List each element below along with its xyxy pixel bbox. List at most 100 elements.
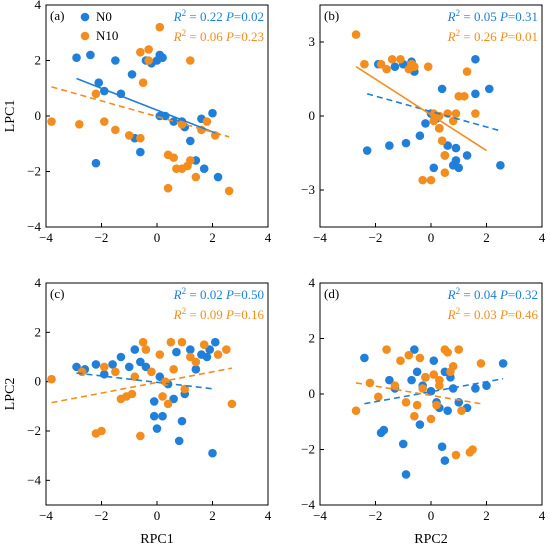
y-tick-label: 0	[309, 108, 316, 123]
point-n0	[429, 356, 439, 366]
point-n10	[440, 151, 450, 160]
panel-label: (a)	[50, 8, 64, 23]
point-n0	[136, 147, 145, 157]
legend-marker-n0	[80, 12, 90, 22]
point-n10	[47, 374, 56, 384]
point-n10	[435, 124, 444, 133]
legend-label-n0: N0	[96, 9, 112, 24]
point-n0	[158, 411, 167, 421]
y-tick-label: −3	[301, 182, 315, 197]
point-n10	[111, 125, 120, 135]
point-n0	[172, 347, 181, 357]
point-n0	[443, 406, 452, 415]
panel-label: (d)	[324, 286, 339, 301]
point-n10	[396, 54, 405, 64]
point-n0	[410, 345, 419, 354]
point-n0	[91, 158, 101, 168]
point-n0	[111, 56, 120, 65]
point-n10	[412, 400, 422, 410]
point-n10	[462, 67, 472, 76]
panel-b: −4 −2 0 2 4 −3 0 3 (b) R2 = 0.05 P=0.31 R2 = 0.26 …	[301, 4, 546, 245]
point-n0	[415, 131, 425, 141]
point-n10	[199, 340, 209, 349]
point-n10	[136, 431, 145, 441]
point-n10	[169, 365, 178, 374]
point-n10	[227, 399, 237, 409]
point-n0	[415, 420, 425, 429]
stat-n10: R2 = 0.06 P=0.23	[173, 28, 264, 44]
point-n10	[415, 353, 425, 363]
point-n10	[396, 356, 405, 366]
point-n10	[213, 350, 223, 359]
y-tick-label: 4	[35, 275, 42, 290]
stat-n0: R2 = 0.02 P=0.50	[173, 286, 264, 302]
point-n0	[421, 119, 430, 128]
fit-line-n0	[364, 377, 504, 405]
y-tick-label: 4	[309, 275, 316, 290]
x-tick-label: −4	[39, 508, 53, 523]
point-n0	[360, 353, 369, 363]
point-n10	[47, 117, 56, 126]
point-n0	[437, 442, 447, 452]
y-tick-label: 2	[35, 324, 42, 339]
point-n0	[186, 345, 195, 354]
x-tick-label: −2	[369, 230, 383, 245]
point-n0	[362, 146, 372, 155]
y-tick-label: 0	[309, 386, 316, 401]
point-n10	[421, 373, 430, 382]
point-n10	[158, 392, 167, 401]
point-n10	[77, 367, 87, 377]
point-n10	[476, 359, 486, 368]
point-n10	[222, 345, 231, 354]
point-n10	[163, 183, 173, 193]
point-n0	[471, 384, 480, 393]
point-n0	[202, 352, 212, 362]
point-n10	[124, 131, 134, 140]
panel-label: (b)	[324, 8, 339, 23]
point-n0	[191, 365, 201, 374]
point-n10	[382, 64, 391, 74]
point-n10	[460, 91, 469, 101]
x-tick-label: −2	[369, 508, 383, 523]
point-n0	[401, 138, 411, 148]
point-n10	[432, 400, 441, 410]
point-n0	[174, 436, 184, 446]
point-n0	[471, 54, 480, 64]
y-tick-label: −4	[27, 219, 41, 234]
stat-n10: R2 = 0.09 P=0.16	[173, 306, 265, 322]
point-n10	[418, 175, 427, 185]
point-n0	[429, 163, 439, 173]
point-n10	[127, 389, 137, 399]
point-n10	[136, 133, 145, 143]
y-tick-label: 0	[35, 374, 42, 389]
x-tick-label: 2	[483, 230, 490, 245]
point-n10	[443, 348, 452, 357]
point-n10	[410, 411, 419, 421]
point-n10	[410, 62, 419, 71]
point-n0	[72, 362, 81, 372]
x-tick-label: 4	[265, 508, 272, 523]
point-n10	[437, 136, 447, 145]
fit-line-n0	[76, 77, 219, 135]
point-n10	[387, 54, 397, 64]
point-n0	[379, 425, 389, 435]
stat-n0: R2 = 0.04 P=0.32	[447, 286, 538, 302]
point-n0	[454, 163, 464, 173]
y-tick-label: 2	[35, 53, 42, 68]
point-n0	[155, 372, 165, 382]
point-n10	[351, 406, 361, 415]
y-tick-label: −4	[301, 497, 315, 512]
y-tick-label: 2	[309, 331, 316, 346]
point-n10	[471, 109, 480, 118]
point-n0	[208, 448, 217, 458]
x-tick-label: 2	[483, 508, 490, 523]
legend-label-n10: N10	[96, 28, 118, 43]
y-tick-label: −4	[27, 472, 41, 487]
point-n0	[186, 136, 195, 146]
x-tick-label: −2	[95, 230, 109, 245]
fit-line-n0	[366, 93, 501, 132]
fit-line-n10	[355, 382, 482, 405]
point-n10	[180, 384, 190, 394]
point-n0	[136, 357, 145, 367]
x-axis-label: RPC1	[140, 532, 173, 547]
